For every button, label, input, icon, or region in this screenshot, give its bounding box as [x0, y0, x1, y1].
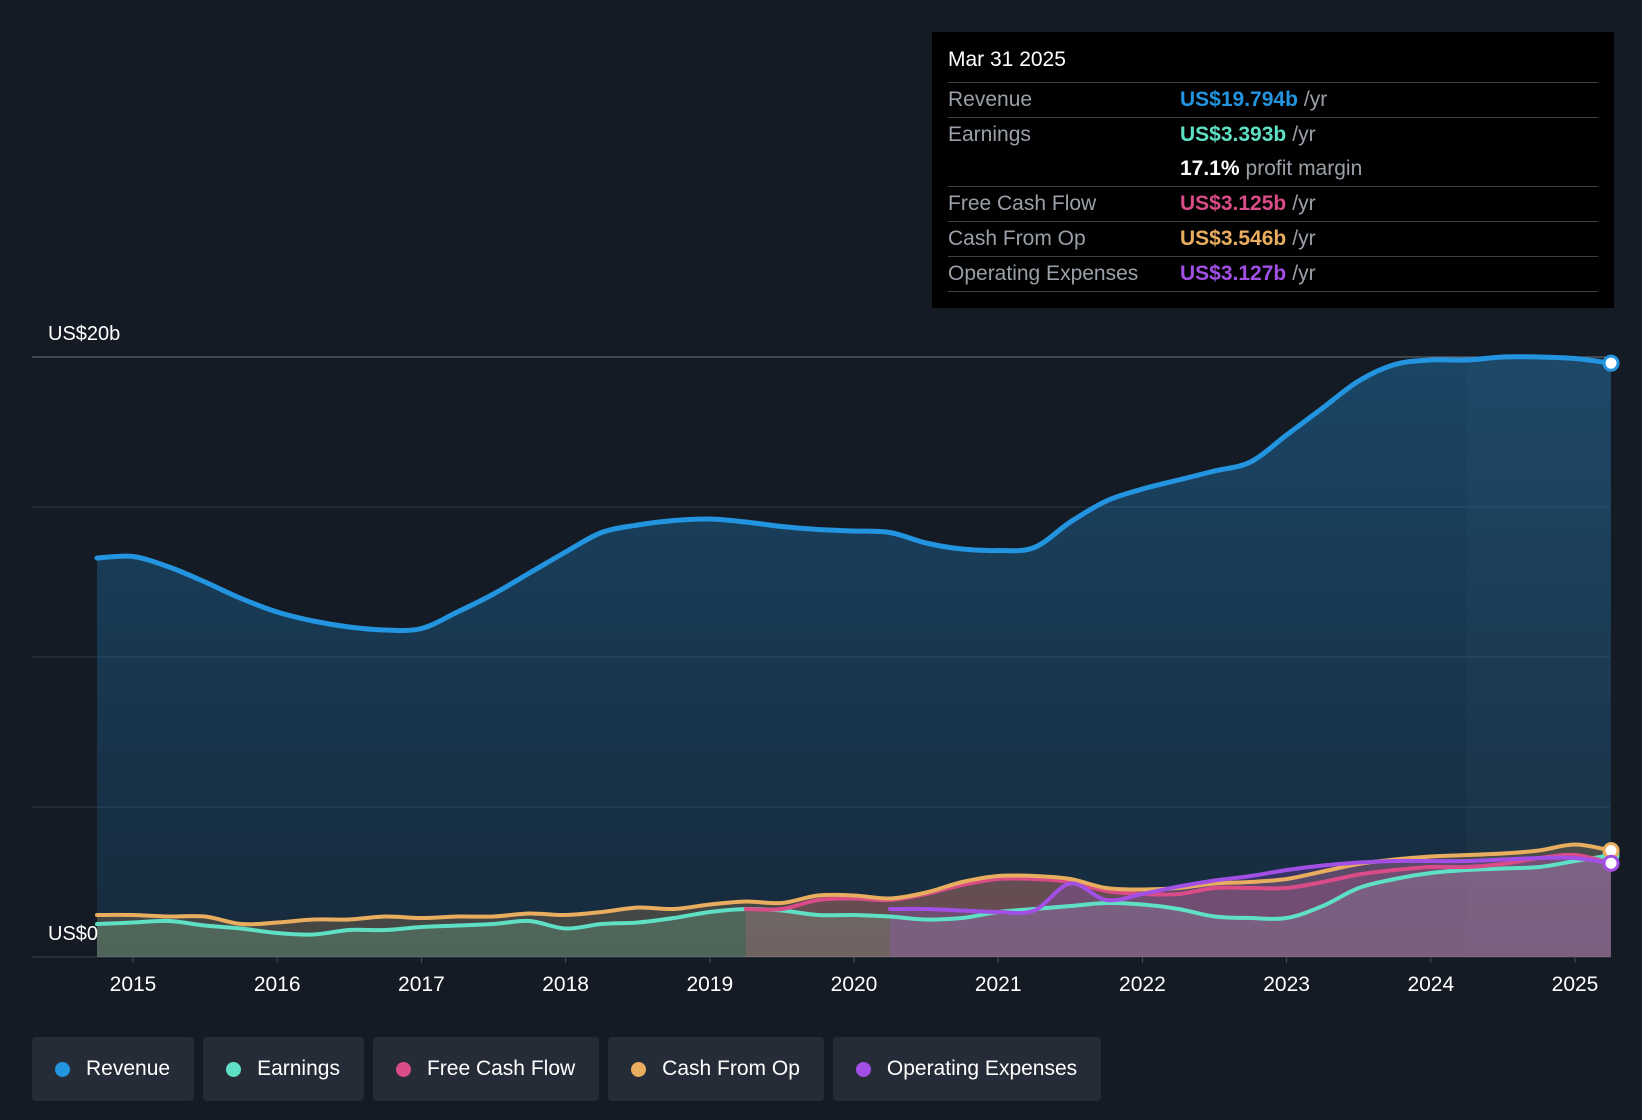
tooltip-value: US$3.546b: [1180, 227, 1287, 250]
revenue-area: [97, 356, 1611, 957]
tooltip-date: Mar 31 2025: [948, 46, 1598, 83]
tooltip-label: Cash From Op: [948, 227, 1086, 250]
tooltip-unit: /yr: [1303, 88, 1328, 111]
series-areas: [97, 356, 1611, 957]
x-tick-label: 2020: [831, 973, 878, 996]
x-tick-label: 2018: [542, 973, 589, 996]
earnings-line: [95, 853, 1613, 937]
x-tick-label: 2024: [1407, 973, 1454, 996]
tooltip-label: Earnings: [948, 123, 1031, 146]
dot-icon: [395, 1061, 411, 1077]
legend-item-earnings[interactable]: Earnings: [203, 1037, 364, 1101]
x-tick-label: 2023: [1263, 973, 1310, 996]
tooltip-unit: /yr: [1292, 123, 1316, 146]
x-tick-label: 2015: [110, 973, 157, 996]
tooltip-value: US$3.125b: [1180, 192, 1287, 215]
tooltip-row-free-cash-flow: Free Cash Flow US$3.125b /yr: [948, 187, 1598, 222]
tooltip-unit: profit margin: [1245, 157, 1363, 180]
tooltip-row-revenue: Revenue US$19.794b /yr: [948, 83, 1598, 118]
tooltip-row-earnings: Earnings US$3.393b /yr: [948, 118, 1598, 152]
x-tick-label: 2016: [254, 973, 301, 996]
tooltip-panel: Mar 31 2025 Revenue US$19.794b /yr Earni…: [932, 32, 1614, 308]
legend: Revenue Earnings Free Cash Flow Cash Fro…: [32, 1037, 1102, 1101]
legend-label: Operating Expenses: [886, 1057, 1078, 1080]
x-tick-label: 2022: [1119, 973, 1166, 996]
tooltip-unit: /yr: [1292, 192, 1316, 215]
cash-from-op-area: [97, 844, 1611, 957]
tooltip-row-profit-margin: 17.1% profit margin: [948, 152, 1598, 187]
legend-label: Revenue: [86, 1057, 171, 1080]
earnings-area: [97, 855, 1611, 957]
x-tick-label: 2017: [398, 973, 445, 996]
tooltip-value: US$19.794b: [1180, 88, 1298, 111]
tooltip-label: Free Cash Flow: [948, 192, 1097, 215]
legend-item-revenue[interactable]: Revenue: [32, 1037, 195, 1101]
legend-label: Earnings: [257, 1057, 340, 1080]
dot-icon: [855, 1061, 871, 1077]
dot-icon: [631, 1061, 647, 1077]
legend-item-cash-from-op[interactable]: Cash From Op: [608, 1037, 824, 1101]
tooltip-unit: /yr: [1292, 262, 1316, 285]
tooltip-row-cash-from-op: Cash From Op US$3.546b /yr: [948, 222, 1598, 257]
tooltip-unit: /yr: [1292, 227, 1316, 250]
y-axis-top-label: US$20b: [48, 323, 120, 345]
x-tick-label: 2021: [975, 973, 1022, 996]
tooltip-label: Revenue: [948, 88, 1033, 111]
y-axis-bottom-label: US$0: [48, 923, 98, 945]
tooltip-value: US$3.393b: [1180, 123, 1287, 146]
revenue-end-marker: [1602, 354, 1620, 372]
operating-expenses-area: [890, 857, 1611, 957]
tooltip-label: Operating Expenses: [948, 262, 1139, 285]
operating-expenses-line: [888, 855, 1613, 916]
tooltip-value: 17.1%: [1180, 157, 1240, 180]
x-axis-ticks: 2015 2016 2017 2018 2019 2020 2021 2022 2023 2024…: [110, 957, 1599, 996]
end-markers: [1602, 354, 1620, 872]
series-lines: [94, 354, 1614, 937]
operating-expenses-end-marker: [1602, 854, 1620, 872]
legend-label: Cash From Op: [662, 1057, 800, 1080]
dot-icon: [55, 1061, 70, 1077]
legend-label: Free Cash Flow: [426, 1057, 576, 1080]
tooltip-value: US$3.127b: [1180, 262, 1287, 285]
tooltip-row-operating-expenses: Operating Expenses US$3.127b /yr: [948, 257, 1598, 292]
revenue-line: [94, 354, 1614, 633]
legend-item-operating-expenses[interactable]: Operating Expenses: [832, 1037, 1102, 1101]
x-tick-label: 2019: [686, 973, 733, 996]
x-tick-label: 2025: [1552, 973, 1599, 996]
legend-item-free-cash-flow[interactable]: Free Cash Flow: [372, 1037, 600, 1101]
dot-icon: [226, 1061, 242, 1077]
